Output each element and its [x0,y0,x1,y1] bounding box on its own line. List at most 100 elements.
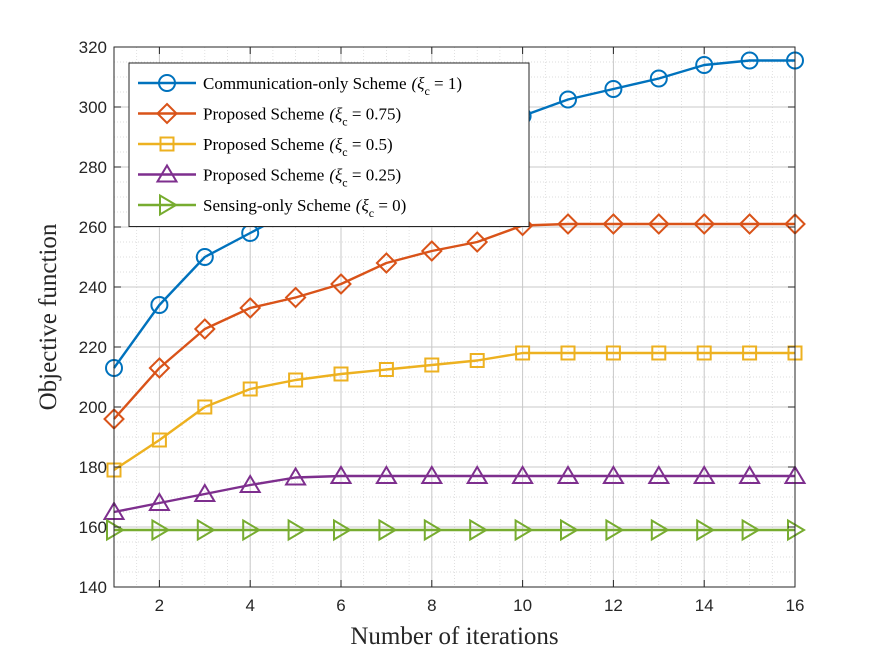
legend-label-value: = 0.75) [348,105,402,124]
legend-marker [155,163,179,183]
data-point [692,465,716,484]
data-point [738,213,761,235]
legend-label-value: = 1) [430,74,462,93]
legend-entry: Proposed Scheme (ξc = 0.75) [138,102,401,129]
data-point [420,465,444,484]
y-tick-label: 160 [79,518,107,537]
legend-label-symbol: (ξ [329,135,343,154]
legend-label-symbol: (ξ [329,105,343,124]
x-tick-label: 10 [513,596,532,615]
y-tick-label: 180 [79,458,107,477]
data-point [378,362,394,377]
legend: Communication-only Scheme (ξc = 1)Propose… [128,62,530,227]
data-point [242,518,262,542]
data-point [469,353,485,368]
data-point [424,357,440,373]
data-point [330,273,352,295]
series-line [113,474,795,514]
y-tick-label: 320 [79,38,107,57]
data-point [375,252,398,274]
data-point [420,240,443,262]
data-point [242,381,258,397]
legend-label: Communication-only Scheme (ξc = 1) [203,74,462,98]
y-tick-label: 140 [79,578,107,597]
legend-label-symbol: (ξ [412,74,426,93]
data-point [333,366,349,382]
x-tick-label: 12 [604,596,623,615]
data-point [148,492,171,511]
x-tick-label: 8 [427,596,436,615]
data-point [465,465,489,484]
data-point [560,518,579,542]
y-tick-label: 220 [79,338,107,357]
legend-label-subscript: c [342,115,347,129]
legend-marker [159,136,175,152]
data-point [151,432,167,448]
legend-label-name: Proposed Scheme [203,105,324,124]
legend-label: Proposed Scheme (ξc = 0.5) [203,135,393,159]
legend-label-name: Proposed Scheme [203,166,324,185]
data-point [787,518,806,542]
data-point [605,518,625,542]
data-point [511,465,534,484]
legend-label-value: = 0.5) [348,135,393,154]
y-tick-label: 260 [79,218,107,237]
y-axis-title: Objective function [35,223,62,410]
data-point [602,465,625,484]
data-point [650,518,670,542]
data-point [288,372,304,388]
data-point [284,466,307,486]
legend-label: Proposed Scheme (ξc = 0.75) [203,105,401,129]
data-point [738,465,761,484]
data-point [604,80,623,98]
data-point [557,213,579,235]
y-tick-label: 200 [79,398,107,417]
legend-label-subscript: c [424,84,429,98]
data-point [333,518,352,542]
legend-label-name: Sensing-only Scheme [203,196,351,215]
data-point [375,465,398,484]
x-tick-labels: 2 4 6 8 10 12 14 16 [155,596,805,615]
series-3 [106,345,803,478]
data-point [193,318,216,340]
series-4 [102,465,807,520]
data-point [693,213,716,235]
legend-entry: Proposed Scheme (ξc = 0.25) [138,163,402,190]
y-tick-label: 300 [79,98,107,117]
legend-entry: Communication-only Scheme (ξc = 1) [138,74,462,98]
data-point [602,213,625,235]
data-point [238,474,262,493]
data-point [378,518,398,542]
data-point [560,345,576,361]
data-point [287,518,307,542]
legend-label-subscript: c [342,176,347,190]
data-point [647,213,670,235]
data-point [647,465,671,484]
y-tick-label: 240 [79,278,107,297]
legend-label: Sensing-only Scheme (ξc = 0) [203,196,406,220]
x-tick-label: 14 [695,596,714,615]
legend-label-subscript: c [342,145,347,159]
data-point [556,465,580,484]
data-point [515,345,531,361]
legend-label-name: Communication-only Scheme [203,74,407,93]
legend-marker [158,74,176,92]
legend-entry: Proposed Scheme (ξc = 0.5) [138,135,393,159]
legend-marker [159,193,178,217]
y-tick-labels: 140 160 180 200 220 240 260 280 300 320 [79,38,107,597]
data-point [740,51,759,70]
data-point [148,357,171,379]
series-5 [106,518,806,542]
x-tick-label: 2 [155,596,164,615]
data-point [469,518,489,542]
x-tick-label: 16 [786,596,805,615]
data-point [605,345,621,361]
legend-label-value: = 0.25) [348,166,402,185]
legend-label-name: Proposed Scheme [203,135,324,154]
data-point [423,518,443,542]
data-point [696,518,716,542]
data-point [151,518,171,542]
data-point [651,345,667,361]
x-tick-label: 4 [245,596,254,615]
